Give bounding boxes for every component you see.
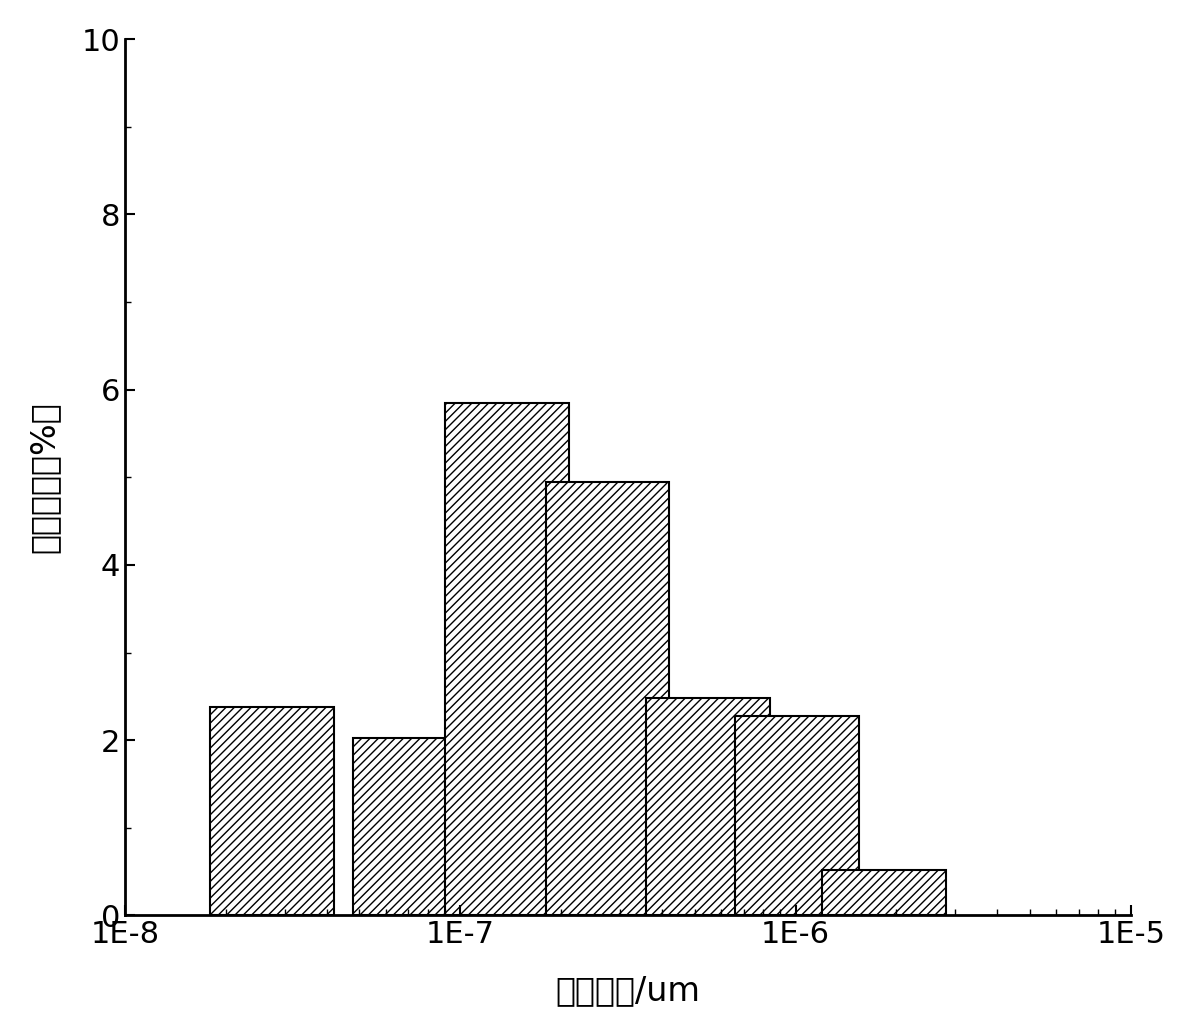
Bar [545, 481, 669, 915]
Bar [445, 403, 569, 915]
Y-axis label: 相对含量（%）: 相对含量（%） [27, 402, 61, 553]
Bar [822, 869, 946, 915]
Bar [735, 715, 859, 915]
Bar [210, 707, 334, 915]
Bar [353, 738, 477, 915]
Bar [647, 698, 771, 915]
X-axis label: 孔隙半径/um: 孔隙半径/um [556, 974, 700, 1007]
